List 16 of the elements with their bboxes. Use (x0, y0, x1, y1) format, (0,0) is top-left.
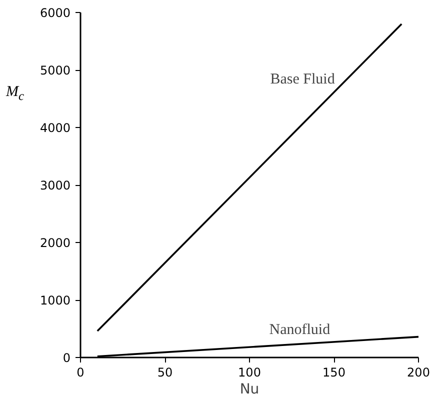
x-tick-label: 0 (76, 366, 84, 380)
x-tick-label: 150 (322, 366, 346, 380)
y-tick-label: 3000 (40, 178, 71, 192)
series-label: Nanofluid (269, 322, 331, 338)
y-tick-label: 0 (62, 351, 71, 365)
y-tick-label: 6000 (40, 6, 71, 20)
y-tick-label: 2000 (40, 236, 71, 250)
y-tick-label: 1000 (40, 294, 71, 308)
x-axis-title: Nu (240, 382, 260, 398)
x-tick-label: 100 (238, 366, 261, 380)
y-tick-label: 4000 (40, 121, 71, 135)
y-axis-title: M$_{c}$ (6, 83, 24, 105)
series-label: Base Fluid (270, 71, 336, 88)
y-tick-label: 5000 (40, 64, 71, 78)
x-tick-label: 50 (157, 366, 173, 380)
x-tick-label: 200 (407, 366, 430, 380)
